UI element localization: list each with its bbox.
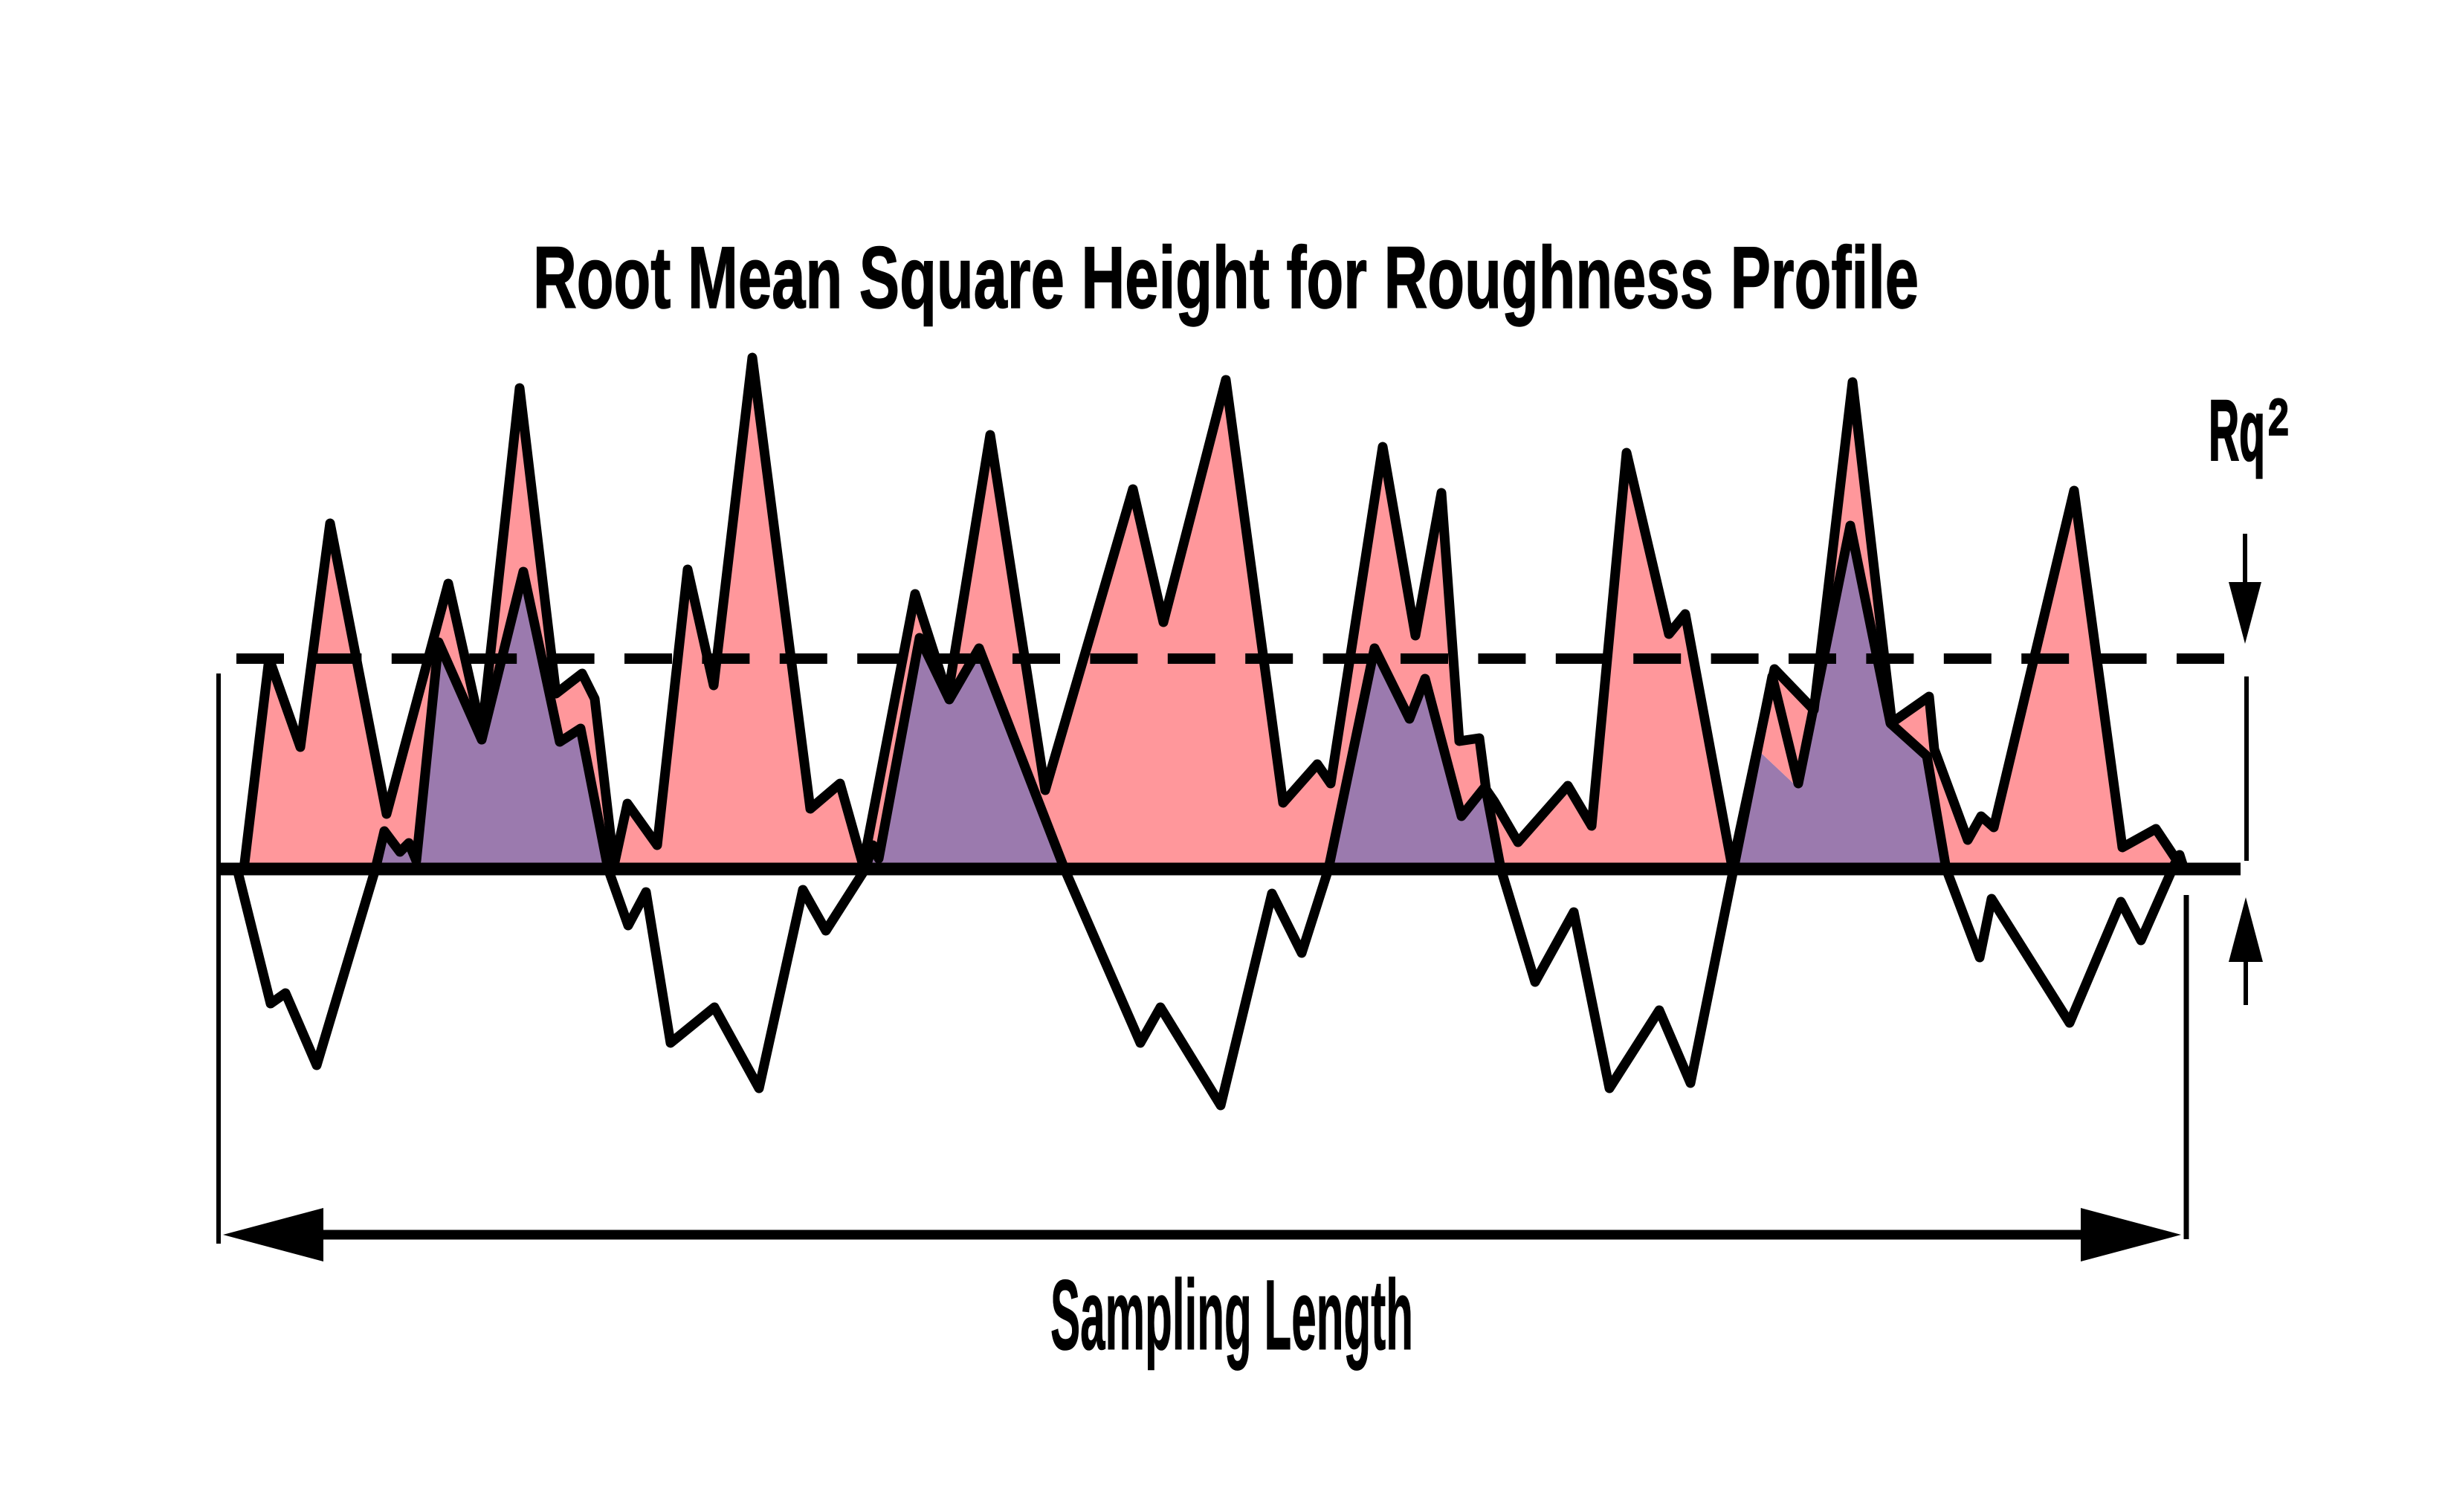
svg-text:2: 2 xyxy=(2268,388,2289,446)
svg-text:Rq: Rq xyxy=(2209,382,2265,479)
svg-text:Sampling Length: Sampling Length xyxy=(1050,1260,1413,1371)
svg-text:Root Mean Square Height for Ro: Root Mean Square Height for Roughness Pr… xyxy=(533,229,1919,327)
